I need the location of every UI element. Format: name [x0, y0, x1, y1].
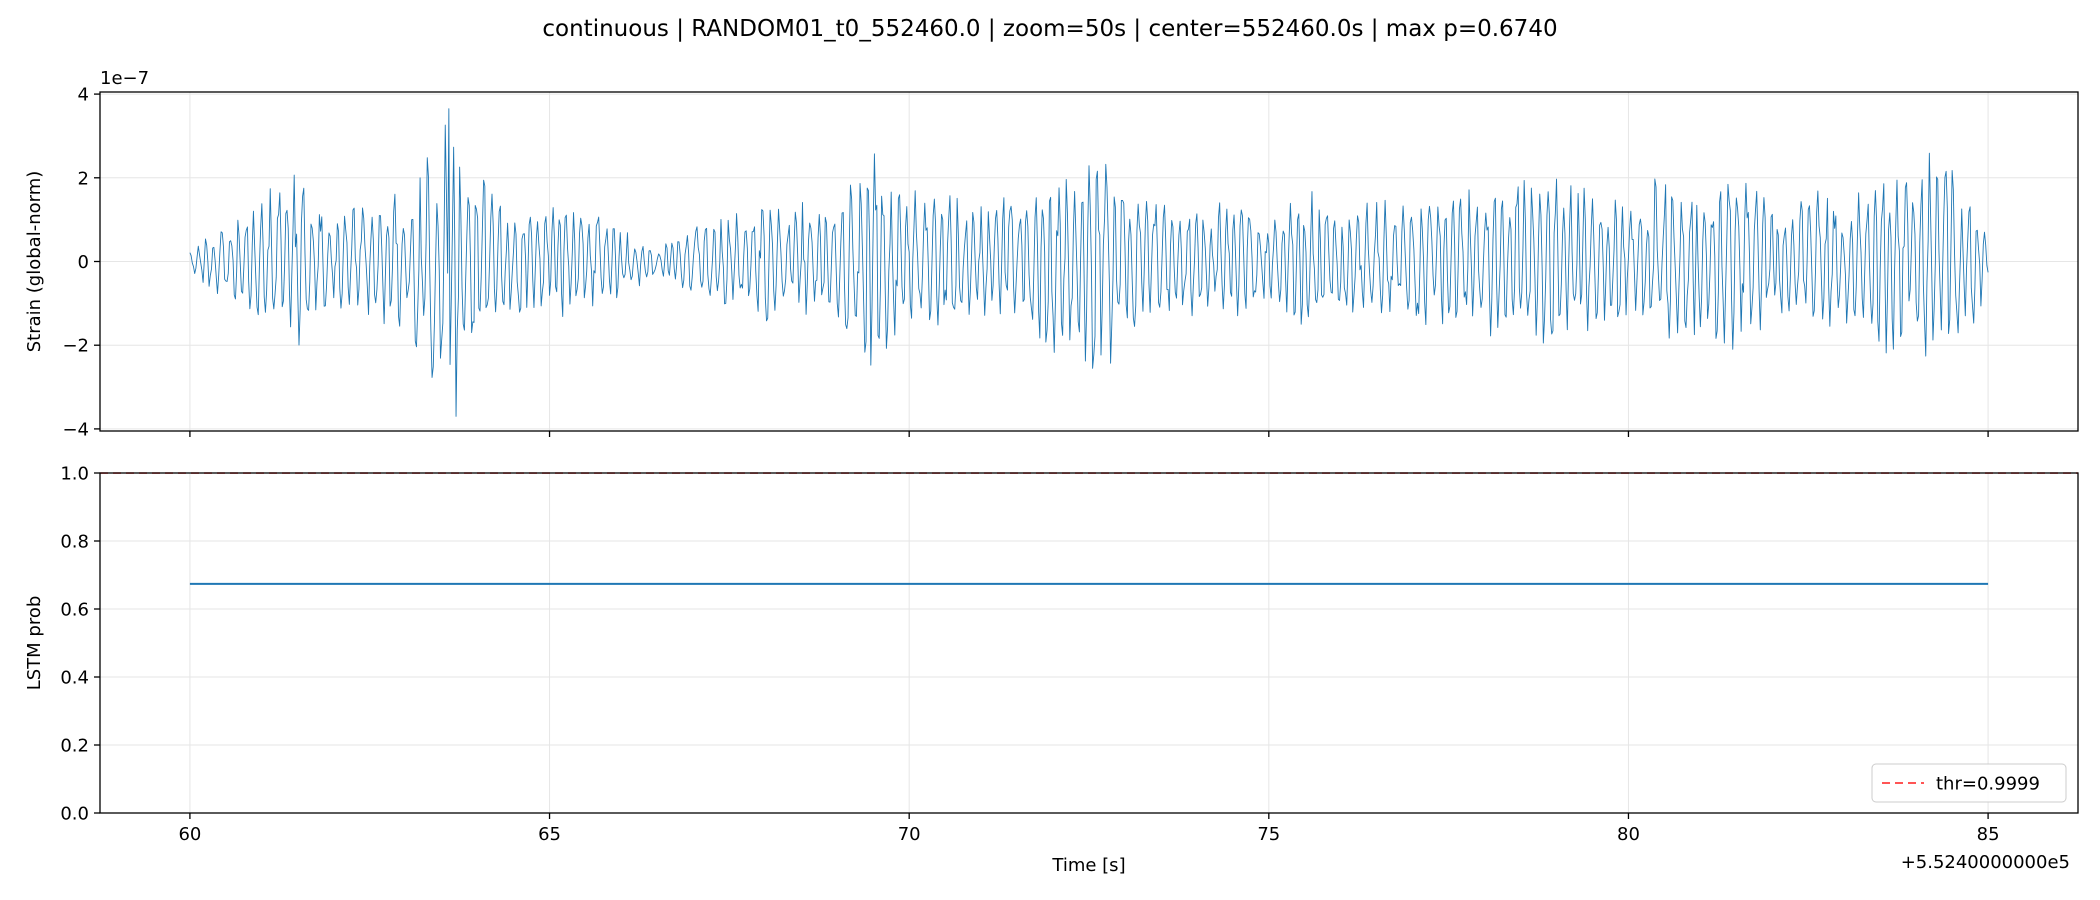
strain-y-tick-label: 0	[78, 252, 89, 273]
strain-panel: −4 −2 0 2 4 1e−7 Strain (global-norm)	[24, 68, 2079, 440]
probability-x-tick-label: 75	[1257, 824, 1280, 845]
strain-y-tick-label: 2	[78, 168, 89, 189]
probability-axes-frame	[99, 472, 2079, 814]
strain-y-axis-label: Strain (global-norm)	[24, 171, 45, 353]
legend: thr=0.9999	[1871, 763, 2067, 803]
probability-y-tick-label: 0.4	[60, 668, 89, 689]
strain-series-line	[189, 108, 1989, 417]
probability-y-tick-label: 0.2	[60, 736, 89, 757]
probability-x-tick-label: 60	[178, 824, 201, 845]
legend-threshold-label: thr=0.9999	[1936, 774, 2040, 795]
probability-y-tick-label: 0.8	[60, 532, 89, 553]
probability-x-offset-text: +5.5240000000e5	[1901, 852, 2070, 873]
strain-plot-area	[189, 108, 1989, 417]
probability-y-tick-label: 1.0	[60, 464, 89, 485]
strain-y-scale-text: 1e−7	[100, 68, 149, 89]
strain-ticks: −4 −2 0 2 4	[62, 85, 1989, 440]
probability-x-axis-label: Time [s]	[1051, 855, 1125, 876]
probability-x-tick-label: 80	[1617, 824, 1640, 845]
legend-frame	[1871, 763, 2067, 803]
probability-x-tick-label: 65	[538, 824, 561, 845]
strain-y-tick-label: −4	[62, 419, 89, 440]
strain-y-tick-label: 4	[78, 85, 89, 106]
strain-y-tick-label: −2	[62, 336, 89, 357]
probability-y-tick-label: 0.0	[60, 804, 89, 825]
probability-y-axis-label: LSTM prob	[24, 596, 45, 691]
strain-grid	[100, 92, 2078, 431]
probability-panel: 60 65 70 75 80 85 0.0 0.2 0.4 0.6 0.8 1.0 LSTM prob…	[24, 464, 2079, 876]
probability-ticks: 60 65 70 75 80 85 0.0 0.2 0.4 0.6 0.8 1.0	[60, 464, 1999, 846]
probability-x-tick-label: 70	[898, 824, 921, 845]
probability-y-tick-label: 0.6	[60, 600, 89, 621]
probability-x-tick-label: 85	[1977, 824, 2000, 845]
figure-title: continuous | RANDOM01_t0_552460.0 | zoom…	[542, 16, 1557, 42]
